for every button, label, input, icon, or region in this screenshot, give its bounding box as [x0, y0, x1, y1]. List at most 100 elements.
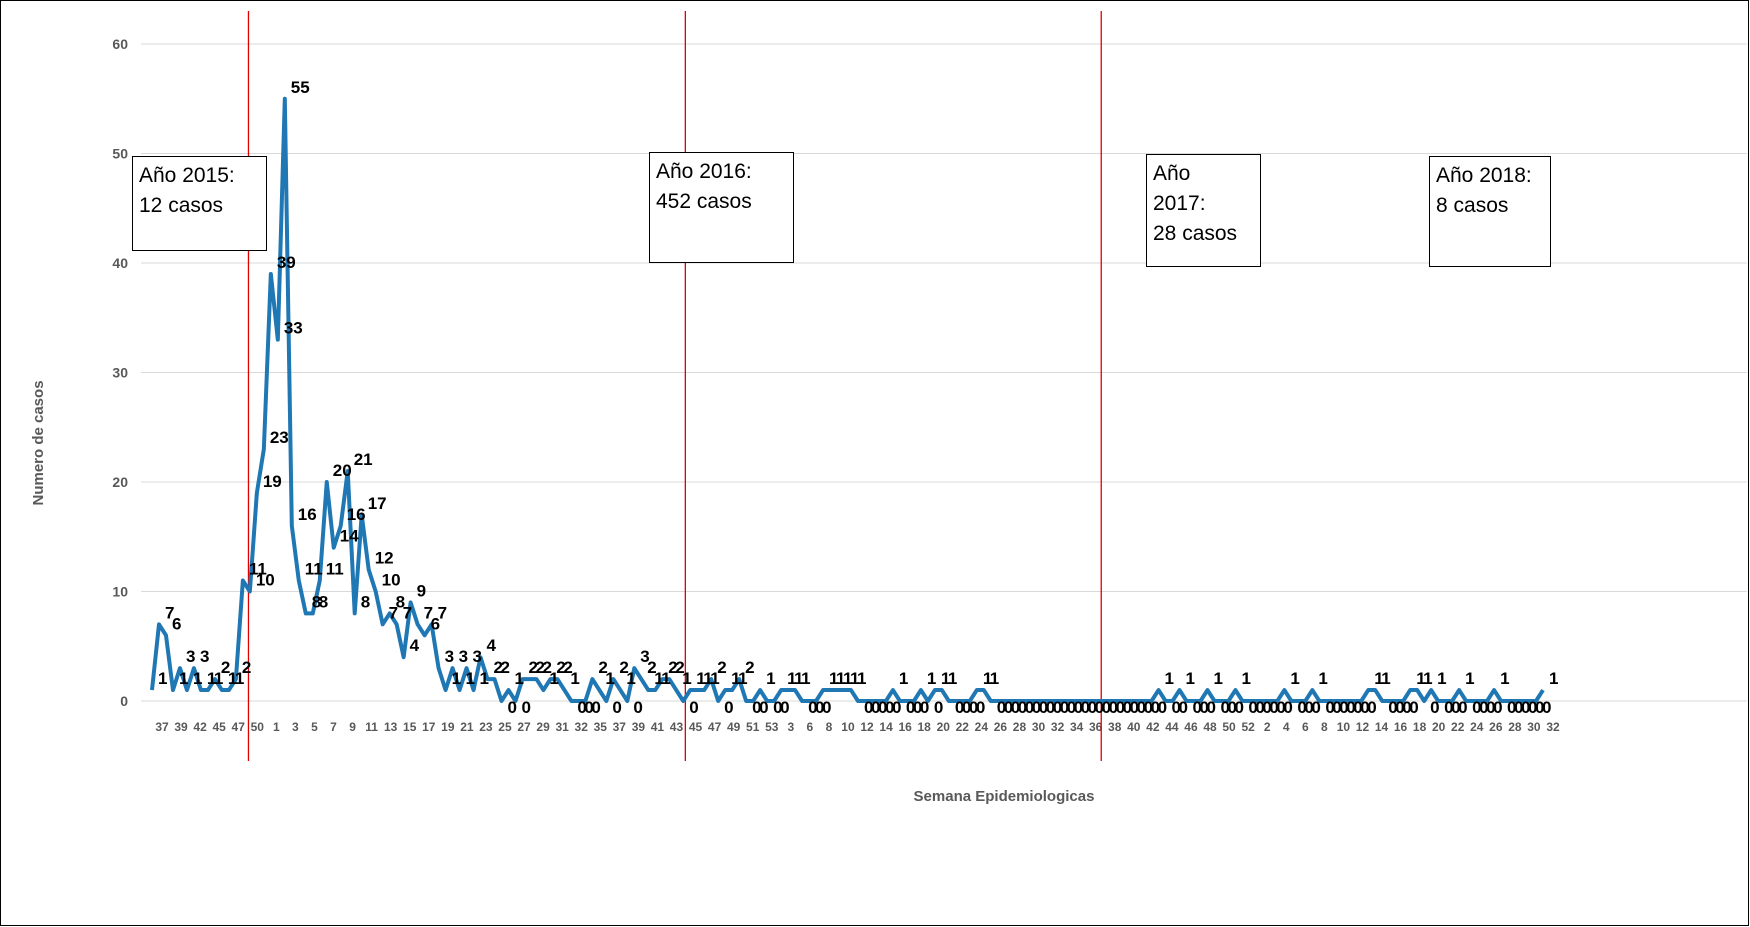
data-label: 2: [563, 658, 572, 677]
data-label: 1: [794, 669, 803, 688]
x-tick-label: 52: [1241, 720, 1255, 734]
data-label: 0: [1262, 698, 1271, 717]
data-label: 1: [899, 669, 908, 688]
x-tick-label: 24: [1470, 720, 1484, 734]
data-label: 0: [1353, 698, 1362, 717]
data-label: 0: [1444, 698, 1453, 717]
x-tick-label: 5: [311, 720, 318, 734]
data-label: 1: [235, 669, 244, 688]
data-label: 0: [1081, 698, 1090, 717]
data-label: 1: [829, 669, 838, 688]
data-label: 0: [997, 698, 1006, 717]
y-axis-title: Numero de casos: [30, 380, 47, 505]
data-label: 0: [1255, 698, 1264, 717]
data-label: 2: [542, 658, 551, 677]
x-tick-label: 16: [898, 720, 912, 734]
x-tick-label: 1: [273, 720, 280, 734]
year-dividers: [247, 11, 1102, 761]
x-tick-label: 46: [1184, 720, 1198, 734]
data-label: 0: [1172, 698, 1181, 717]
data-label: 1: [452, 669, 461, 688]
data-label: 1: [738, 669, 747, 688]
data-label: 0: [1395, 698, 1404, 717]
x-tick-label: 53: [765, 720, 779, 734]
data-label: 1: [228, 669, 237, 688]
x-tick-label: 6: [1302, 720, 1309, 734]
data-label: 16: [298, 505, 317, 524]
x-tick-label: 9: [349, 720, 356, 734]
data-label: 0: [1514, 698, 1523, 717]
data-label: 0: [1123, 698, 1132, 717]
data-label: 0: [1458, 698, 1467, 717]
data-label: 0: [1528, 698, 1537, 717]
data-label: 19: [263, 472, 282, 491]
x-tick-label: 32: [1546, 720, 1560, 734]
x-tick-label: 39: [174, 720, 188, 734]
data-labels: 1761313112112111019233933551611881120141…: [158, 78, 1558, 717]
x-tick-label: 22: [1451, 720, 1465, 734]
data-label: 1: [1213, 669, 1222, 688]
data-label: 1: [1241, 669, 1250, 688]
data-label: 0: [1206, 698, 1215, 717]
y-tick-label: 50: [112, 146, 128, 162]
data-label: 2: [494, 658, 503, 677]
data-label: 0: [892, 698, 901, 717]
data-label: 1: [710, 669, 719, 688]
data-label: 1: [990, 669, 999, 688]
data-label: 1: [158, 669, 167, 688]
y-tick-label: 0: [120, 693, 128, 709]
data-label: 1: [626, 669, 635, 688]
data-label: 0: [689, 698, 698, 717]
data-label: 3: [640, 647, 649, 666]
data-label: 1: [682, 669, 691, 688]
data-label: 1: [1165, 669, 1174, 688]
data-label: 0: [1304, 698, 1313, 717]
x-tick-label: 24: [975, 720, 989, 734]
data-label: 0: [1011, 698, 1020, 717]
data-label: 4: [487, 636, 497, 655]
data-label: 0: [1486, 698, 1495, 717]
data-label: 0: [1227, 698, 1236, 717]
x-tick-label: 3: [292, 720, 299, 734]
data-label: 0: [780, 698, 789, 717]
x-tick-label: 21: [460, 720, 474, 734]
data-label: 1: [1549, 669, 1558, 688]
x-tick-label: 13: [384, 720, 398, 734]
data-label: 33: [284, 319, 303, 338]
data-label: 0: [976, 698, 985, 717]
x-tick-label: 16: [1394, 720, 1408, 734]
data-label: 0: [1346, 698, 1355, 717]
data-label: 0: [913, 698, 922, 717]
data-label: 9: [417, 581, 426, 600]
x-tick-label: 15: [403, 720, 417, 734]
data-label: 1: [766, 669, 775, 688]
data-label: 0: [633, 698, 642, 717]
data-label: 11: [326, 560, 344, 579]
data-label: 1: [549, 669, 558, 688]
x-tick-label: 7: [330, 720, 337, 734]
data-label: 0: [1535, 698, 1544, 717]
x-tick-label: 40: [1127, 720, 1141, 734]
data-label: 0: [1060, 698, 1069, 717]
y-tick-label: 30: [112, 365, 128, 381]
data-label: 0: [864, 698, 873, 717]
x-tick-label: 47: [232, 720, 246, 734]
data-label: 0: [1311, 698, 1320, 717]
data-label: 0: [1116, 698, 1125, 717]
data-label: 16: [347, 505, 366, 524]
data-label: 0: [1039, 698, 1048, 717]
data-label: 0: [906, 698, 915, 717]
data-label: 1: [214, 669, 223, 688]
x-tick-label: 50: [1222, 720, 1236, 734]
data-label: 1: [570, 669, 579, 688]
x-tick-label: 20: [937, 720, 951, 734]
x-axis-title: Semana Epidemiologicas: [914, 788, 1095, 805]
x-tick-label: 18: [918, 720, 932, 734]
data-label: 1: [941, 669, 950, 688]
x-tick-label: 12: [860, 720, 874, 734]
data-label: 10: [382, 571, 401, 590]
data-label: 0: [1248, 698, 1257, 717]
gridlines: [141, 43, 1747, 702]
data-label: 1: [850, 669, 859, 688]
